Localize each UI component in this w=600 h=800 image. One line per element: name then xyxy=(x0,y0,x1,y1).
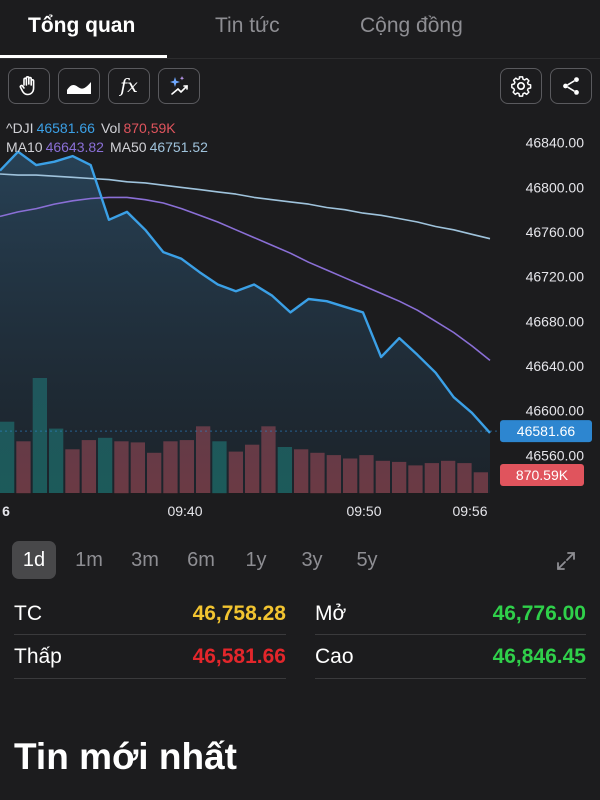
top-tab-bar: Tổng quan Tin tức Cộng đồng xyxy=(0,0,600,59)
stat-tc-label: TC xyxy=(14,602,42,625)
stat-divider xyxy=(14,678,286,679)
stat-divider xyxy=(14,634,286,635)
stat-tc-value: 46,758.28 xyxy=(192,602,286,625)
chart-type-button[interactable] xyxy=(58,68,100,104)
x-axis-tick-label: 09:40 xyxy=(167,503,202,519)
hand-icon xyxy=(19,76,35,96)
ai-sparkle-icon xyxy=(170,76,188,95)
price-chart[interactable]: 46840.00 46800.00 46760.00 46720.00 46680.00… xyxy=(0,110,600,525)
y-axis-tick-label: 46800.00 xyxy=(526,179,585,195)
period-1y[interactable]: 1y xyxy=(245,549,267,571)
area-chart-icon xyxy=(67,82,91,94)
y-axis-tick-label: 46600.00 xyxy=(526,403,585,419)
x-axis-tick-label: 6 xyxy=(2,503,10,519)
x-axis-tick-label: 09:56 xyxy=(452,503,487,519)
active-tab-indicator xyxy=(0,55,167,58)
legend-price: 46581.66 xyxy=(36,120,95,136)
legend-price-line: ^DJI 46581.66 Vol 870,59K xyxy=(6,120,182,136)
stat-divider xyxy=(315,634,586,635)
ma50-line xyxy=(0,173,491,240)
y-axis-tick-label: 46640.00 xyxy=(526,358,585,374)
price-line xyxy=(0,150,491,434)
period-6m[interactable]: 6m xyxy=(187,549,215,571)
legend-ticker: ^DJI xyxy=(6,120,34,136)
tab-overview[interactable]: Tổng quan xyxy=(28,14,136,37)
price-area xyxy=(0,151,490,493)
stat-high-value: 46,846.45 xyxy=(492,645,586,668)
period-3y[interactable]: 3y xyxy=(301,549,323,571)
tab-community[interactable]: Cộng đồng xyxy=(360,14,463,37)
legend-vol: 870,59K xyxy=(123,120,176,136)
price-chart-area[interactable]: 46840.00 46800.00 46760.00 46720.00 46680.00… xyxy=(0,110,600,525)
share-icon xyxy=(563,77,579,95)
legend-ma50-label: MA50 xyxy=(109,139,147,155)
period-1d[interactable]: 1d xyxy=(12,541,56,579)
y-axis-tick-label: 46840.00 xyxy=(526,135,585,151)
current-price-tag-label: 46581.66 xyxy=(517,423,576,439)
current-volume-tag-label: 870.59K xyxy=(516,467,569,483)
gear-icon xyxy=(511,76,532,97)
y-axis-tick-label: 46760.00 xyxy=(526,224,585,240)
expand-icon xyxy=(557,552,575,570)
current-volume-tag xyxy=(500,464,584,486)
legend-ma10: 46643.82 xyxy=(45,139,104,155)
expand-chart-button[interactable] xyxy=(554,549,578,573)
settings-button[interactable] xyxy=(500,68,542,104)
stat-low-value: 46,581.66 xyxy=(192,645,286,668)
legend-ma10-label: MA10 xyxy=(6,139,43,155)
share-button[interactable] xyxy=(550,68,592,104)
period-selector: 1d 1m 3m 6m 1y 3y 5y xyxy=(0,541,600,581)
ai-analysis-button[interactable] xyxy=(158,68,200,104)
current-price-tag xyxy=(500,420,592,443)
ma10-line xyxy=(0,196,491,362)
legend-vol-label: Vol xyxy=(100,120,121,136)
legend-ma-line: MA10 46643.82 MA50 46751.52 xyxy=(6,139,214,155)
x-axis-tick-label: 09:50 xyxy=(346,503,381,519)
period-3m[interactable]: 3m xyxy=(131,549,159,571)
legend-ma50: 46751.52 xyxy=(149,139,208,155)
stat-high-label: Cao xyxy=(315,645,354,668)
stat-open-label: Mở xyxy=(315,602,347,625)
period-1m[interactable]: 1m xyxy=(75,549,103,571)
drawing-tool-button[interactable] xyxy=(8,68,50,104)
stat-low-label: Thấp xyxy=(14,645,62,668)
y-axis-tick-label: 46720.00 xyxy=(526,269,585,285)
period-5y[interactable]: 5y xyxy=(356,549,378,571)
tab-news[interactable]: Tin tức xyxy=(215,14,280,37)
y-axis-tick-label: 46560.00 xyxy=(526,447,585,463)
y-axis-tick-label: 46680.00 xyxy=(526,313,585,329)
indicator-button[interactable]: fx xyxy=(108,68,150,104)
latest-news-heading: Tin mới nhất xyxy=(14,736,237,777)
function-icon: fx xyxy=(120,75,138,97)
stat-divider xyxy=(315,678,586,679)
stat-open-value: 46,776.00 xyxy=(492,602,586,625)
tabs-divider xyxy=(0,58,600,59)
